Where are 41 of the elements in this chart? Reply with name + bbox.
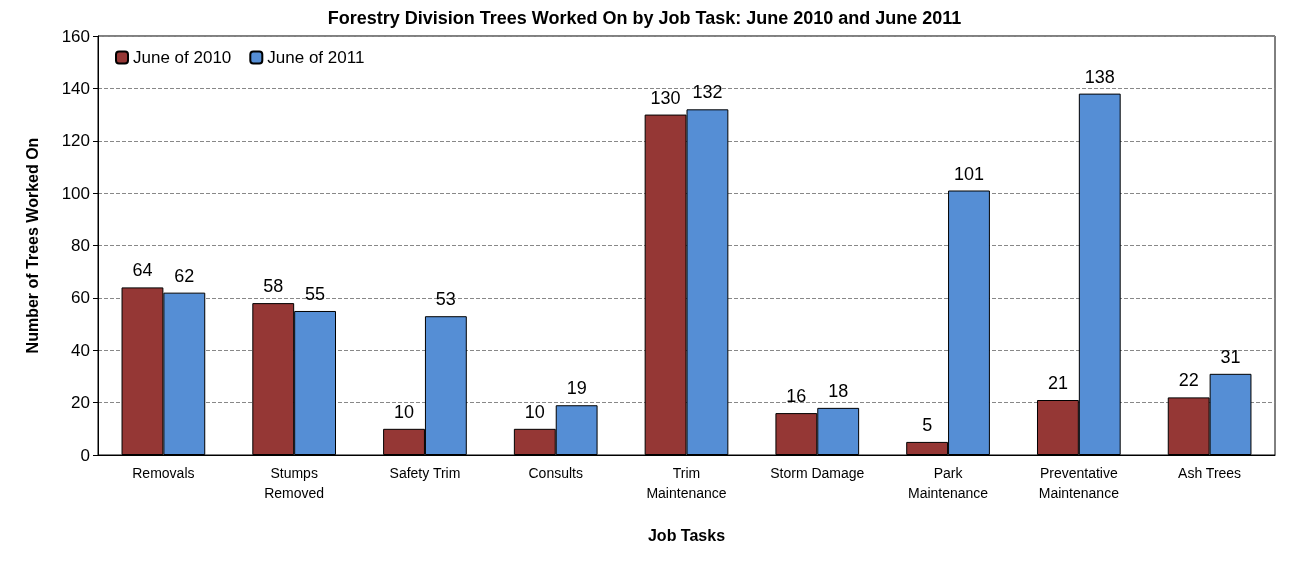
y-tick-label: 160 bbox=[61, 26, 90, 46]
x-tick-label: Stumps Removed bbox=[264, 465, 325, 501]
data-label: 10 bbox=[394, 401, 415, 422]
y-tick-label: 140 bbox=[61, 78, 90, 98]
x-tick-label: Storm Damage bbox=[770, 465, 865, 481]
y-tick-label: 100 bbox=[61, 183, 90, 203]
data-label: 58 bbox=[263, 276, 284, 297]
data-label: 19 bbox=[566, 378, 587, 399]
y-tick-label: 80 bbox=[71, 236, 90, 255]
x-axis-title: Job Tasks bbox=[647, 526, 726, 544]
data-label: 10 bbox=[524, 401, 545, 422]
data-label: 138 bbox=[1084, 66, 1115, 87]
data-label: 130 bbox=[650, 87, 681, 108]
x-tick-label: Consults bbox=[528, 465, 583, 481]
y-tick-label: 0 bbox=[80, 445, 90, 465]
x-tick-label: Removals bbox=[132, 465, 195, 481]
data-label: 21 bbox=[1047, 373, 1068, 394]
x-tick-label: Ash Trees bbox=[1178, 465, 1242, 481]
data-label: 31 bbox=[1220, 346, 1241, 367]
y-tick-label: 40 bbox=[71, 340, 90, 360]
chart-title: Forestry Division Trees Worked On by Job Task: June 2010 and June 2011 bbox=[327, 8, 962, 28]
legend-label: June of 2011 bbox=[267, 48, 365, 67]
data-label: 101 bbox=[953, 163, 984, 184]
y-axis-title: Number of Trees Worked On bbox=[23, 137, 41, 354]
data-label: 22 bbox=[1178, 370, 1199, 391]
data-label: 53 bbox=[435, 289, 456, 310]
x-tick-label: Preventative Maintenance bbox=[1038, 465, 1120, 501]
data-label: 62 bbox=[174, 265, 195, 286]
data-label: 64 bbox=[132, 260, 153, 281]
data-label: 18 bbox=[828, 380, 849, 401]
data-label: 132 bbox=[692, 82, 723, 103]
data-label: 55 bbox=[305, 283, 326, 304]
data-label: 16 bbox=[786, 386, 807, 407]
x-tick-label: Park Maintenance bbox=[907, 465, 989, 501]
data-label: 5 bbox=[922, 414, 933, 435]
y-tick-label: 60 bbox=[71, 288, 90, 308]
x-tick-label: Trim Maintenance bbox=[646, 465, 727, 501]
y-tick-label: 120 bbox=[61, 131, 90, 151]
x-tick-label: Safety Trim bbox=[389, 465, 461, 481]
legend-label: June of 2010 bbox=[133, 48, 232, 67]
y-tick-label: 20 bbox=[71, 393, 90, 413]
